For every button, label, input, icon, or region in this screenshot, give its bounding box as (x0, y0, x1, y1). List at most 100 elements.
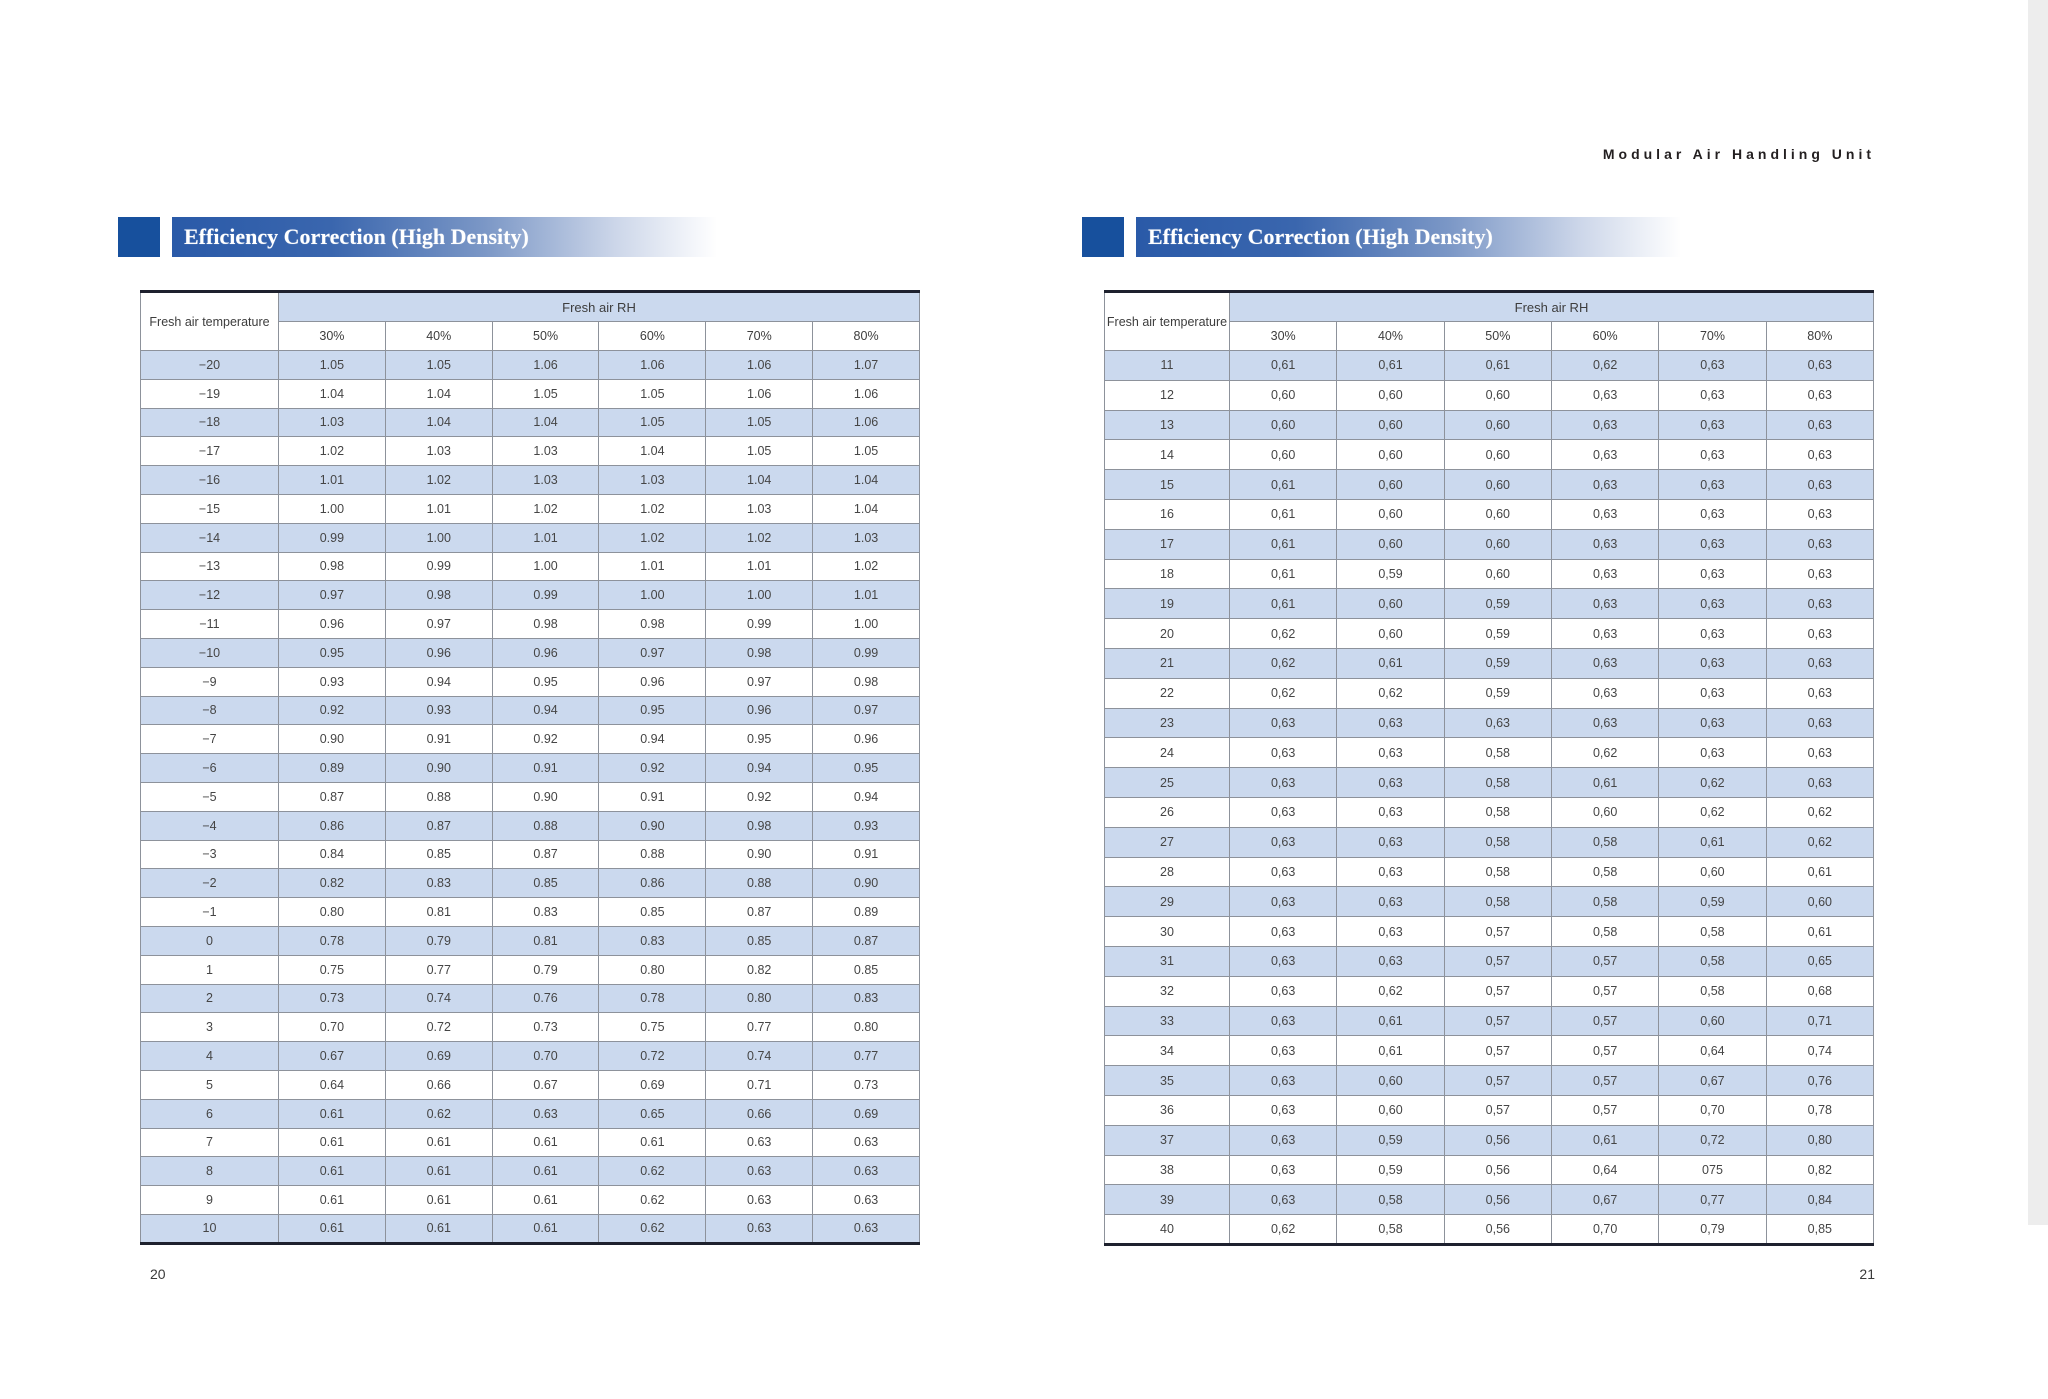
correction-value-cell: 0,58 (1550, 856, 1660, 888)
correction-value-cell: 0,59 (1443, 647, 1552, 679)
rh-percent-header-cell: 40% (1336, 321, 1445, 351)
correction-value-cell: 0.89 (812, 897, 920, 927)
correction-value-cell: 1.06 (598, 350, 707, 380)
correction-value-cell: 0,59 (1336, 1154, 1445, 1186)
table-row: 6 0.61 0.62 0.63 0.65 0.66 0.69 (140, 1098, 920, 1129)
correction-value-cell: 0.70 (491, 1041, 600, 1071)
correction-value-cell: 0,58 (1443, 737, 1552, 769)
correction-value-cell: 0,63 (1550, 707, 1660, 739)
table-row: 21 0,62 0,61 0,59 0,63 0,63 0,63 (1104, 647, 1875, 679)
correction-value-cell: 0.62 (598, 1185, 707, 1215)
table-row: 15 0,61 0,60 0,60 0,63 0,63 0,63 (1104, 469, 1875, 500)
temperature-cell: −14 (140, 522, 279, 553)
correction-value-cell: 0.86 (598, 868, 707, 899)
table-row: 1 0.75 0.77 0.79 0.80 0.82 0.85 (140, 954, 920, 985)
temperature-cell: 30 (1104, 916, 1230, 947)
correction-value-cell: 0.81 (491, 925, 600, 956)
correction-value-cell: 0,60 (1336, 469, 1445, 500)
correction-value-cell: 0,59 (1443, 618, 1552, 649)
correction-value-cell: 1.06 (491, 350, 600, 380)
correction-value-cell: 0,63 (1228, 826, 1338, 858)
table-row: 17 0,61 0,60 0,60 0,63 0,63 0,63 (1104, 528, 1875, 560)
temperature-cell: 28 (1104, 856, 1230, 888)
table-row: −7 0.90 0.91 0.92 0.94 0.95 0.96 (140, 724, 920, 755)
correction-value-cell: 0.98 (812, 666, 920, 697)
correction-value-cell: 0.79 (491, 954, 600, 985)
correction-value-cell: 0,63 (1658, 439, 1767, 471)
correction-value-cell: 0.80 (812, 1012, 920, 1043)
correction-value-cell: 0,60 (1765, 886, 1875, 918)
table-row: 5 0.64 0.66 0.67 0.69 0.71 0.73 (140, 1069, 920, 1100)
correction-value-cell: 0.63 (705, 1156, 814, 1187)
correction-value-cell: 0.95 (705, 724, 814, 755)
correction-value-cell: 0,63 (1550, 647, 1660, 679)
document-header: Modular Air Handling Unit (1602, 146, 1875, 162)
correction-value-cell: 0.87 (278, 781, 386, 812)
correction-value-cell: 0,60 (1228, 379, 1338, 411)
correction-value-cell: 0,59 (1336, 558, 1445, 590)
correction-value-cell: 0,63 (1228, 1184, 1338, 1216)
efficiency-correction-table-right: Fresh air temperature Fresh air RH 30% 40% 5… (1104, 290, 1875, 1246)
correction-value-cell: 0,63 (1765, 379, 1875, 411)
correction-value-cell: 0.92 (278, 695, 386, 726)
correction-value-cell: 0.98 (705, 637, 814, 668)
table-row: 7 0.61 0.61 0.61 0.61 0.63 0.63 (140, 1127, 920, 1158)
correction-value-cell: 0.73 (812, 1069, 920, 1100)
correction-value-cell: 0.63 (705, 1185, 814, 1215)
correction-value-cell: 0.69 (384, 1041, 493, 1071)
correction-value-cell: 0,60 (1336, 439, 1445, 471)
correction-value-cell: 0,63 (1658, 528, 1767, 560)
banner-accent-square (1082, 217, 1124, 257)
table-row: 29 0,63 0,63 0,58 0,58 0,59 0,60 (1104, 886, 1875, 918)
table-row: 10 0.61 0.61 0.61 0.62 0.63 0.63 (140, 1213, 920, 1244)
correction-value-cell: 1.00 (278, 493, 386, 524)
correction-value-cell: 0.77 (384, 954, 493, 985)
correction-value-cell: 0,63 (1658, 618, 1767, 649)
correction-value-cell: 0,62 (1228, 647, 1338, 679)
correction-value-cell: 0.97 (812, 695, 920, 726)
correction-value-cell: 1.04 (491, 407, 600, 438)
correction-value-cell: 075 (1658, 1154, 1767, 1186)
correction-value-cell: 1.00 (812, 609, 920, 639)
correction-value-cell: 0.61 (278, 1127, 386, 1158)
correction-value-cell: 0,63 (1658, 707, 1767, 739)
correction-value-cell: 0,63 (1550, 379, 1660, 411)
correction-value-cell: 0.85 (384, 839, 493, 870)
correction-value-cell: 0,59 (1336, 1124, 1445, 1156)
temperature-cell: 22 (1104, 677, 1230, 709)
correction-value-cell: 0.91 (491, 753, 600, 783)
correction-value-cell: 0,63 (1336, 767, 1445, 798)
correction-value-cell: 0.98 (491, 609, 600, 639)
correction-value-cell: 0.88 (705, 868, 814, 899)
correction-value-cell: 0,61 (1228, 588, 1338, 620)
correction-value-cell: 0,63 (1550, 528, 1660, 560)
correction-value-cell: 0,63 (1228, 737, 1338, 769)
table-row: 23 0,63 0,63 0,63 0,63 0,63 0,63 (1104, 707, 1875, 739)
correction-value-cell: 0.90 (812, 868, 920, 899)
correction-value-cell: 1.03 (491, 436, 600, 467)
correction-value-cell: 0,63 (1658, 469, 1767, 500)
correction-value-cell: 0,63 (1336, 856, 1445, 888)
correction-value-cell: 0.74 (384, 983, 493, 1014)
table-row: −19 1.04 1.04 1.05 1.05 1.06 1.06 (140, 378, 920, 409)
temperature-cell: 18 (1104, 558, 1230, 590)
correction-value-cell: 0,63 (1658, 737, 1767, 769)
correction-value-cell: 0,58 (1443, 796, 1552, 828)
table-row: −2 0.82 0.83 0.85 0.86 0.88 0.90 (140, 868, 920, 899)
correction-value-cell: 0.87 (384, 810, 493, 841)
temperature-cell: 1 (140, 954, 279, 985)
correction-value-cell: 1.04 (598, 436, 707, 467)
correction-value-cell: 0.61 (278, 1098, 386, 1129)
correction-value-cell: 0,61 (1228, 498, 1338, 530)
correction-value-cell: 1.05 (705, 407, 814, 438)
correction-value-cell: 0.97 (598, 637, 707, 668)
correction-value-cell: 0.99 (812, 637, 920, 668)
correction-value-cell: 0.63 (491, 1098, 600, 1129)
correction-value-cell: 0,62 (1228, 1214, 1338, 1245)
correction-value-cell: 0,63 (1658, 647, 1767, 679)
correction-value-cell: 0.65 (598, 1098, 707, 1129)
temperature-cell: −5 (140, 781, 279, 812)
temperature-cell: 17 (1104, 528, 1230, 560)
correction-value-cell: 0.97 (278, 580, 386, 611)
correction-value-cell: 0.96 (705, 695, 814, 726)
